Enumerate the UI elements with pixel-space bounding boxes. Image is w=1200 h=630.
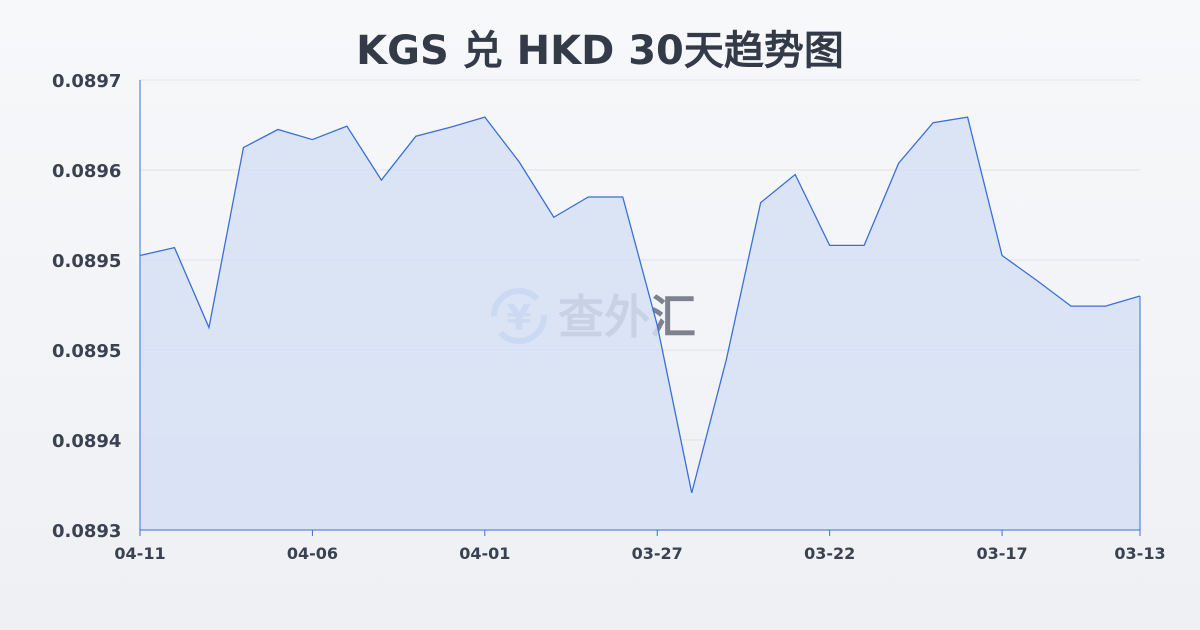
x-tick-label: 03-27 <box>632 544 683 563</box>
y-tick-label: 0.0894 <box>52 431 121 452</box>
chart-title: KGS 兑 HKD 30天趋势图 <box>356 28 844 74</box>
x-tick-label: 04-01 <box>459 544 510 563</box>
x-tick-label: 04-11 <box>114 544 165 563</box>
x-tick-label: 03-17 <box>976 544 1027 563</box>
series-line <box>139 116 1141 494</box>
x-tick-label: 04-06 <box>287 544 338 563</box>
y-tick-label: 0.0895 <box>52 341 121 362</box>
y-tick-label: 0.0895 <box>52 251 121 272</box>
y-tick-label: 0.0896 <box>52 161 121 182</box>
x-tick-label: 03-22 <box>804 544 855 563</box>
area-fill <box>140 117 1140 530</box>
y-tick-label: 0.0893 <box>52 521 121 542</box>
y-tick-label: 0.0897 <box>52 71 121 92</box>
x-tick-label: 03-13 <box>1114 544 1165 563</box>
